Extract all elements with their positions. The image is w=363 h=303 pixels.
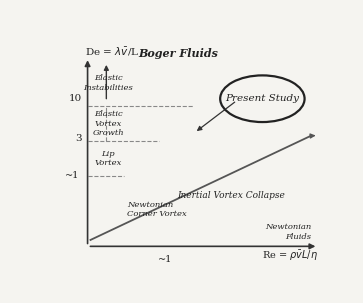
Text: ~1: ~1 [65, 171, 79, 180]
Text: Newtonian
Corner Vortex: Newtonian Corner Vortex [127, 201, 187, 218]
Text: Inertial Vortex Collapse: Inertial Vortex Collapse [177, 191, 285, 200]
Text: Lip
Vortex: Lip Vortex [94, 150, 122, 167]
Text: Present Study: Present Study [225, 94, 299, 103]
Text: Elastic
Vortex
Growth: Elastic Vortex Growth [92, 111, 124, 137]
Text: Newtonian
Fluids: Newtonian Fluids [265, 223, 311, 241]
Text: 10: 10 [69, 94, 82, 103]
Text: Boger Fluids: Boger Fluids [138, 48, 218, 59]
Text: 3: 3 [75, 135, 82, 143]
Text: Elastic
Instabilities: Elastic Instabilities [83, 74, 133, 92]
Text: De = $\lambda\bar{v}$/L: De = $\lambda\bar{v}$/L [85, 45, 139, 58]
Text: Re = $\rho\bar{v}L/\eta$: Re = $\rho\bar{v}L/\eta$ [262, 249, 318, 263]
Text: ~1: ~1 [158, 255, 173, 264]
